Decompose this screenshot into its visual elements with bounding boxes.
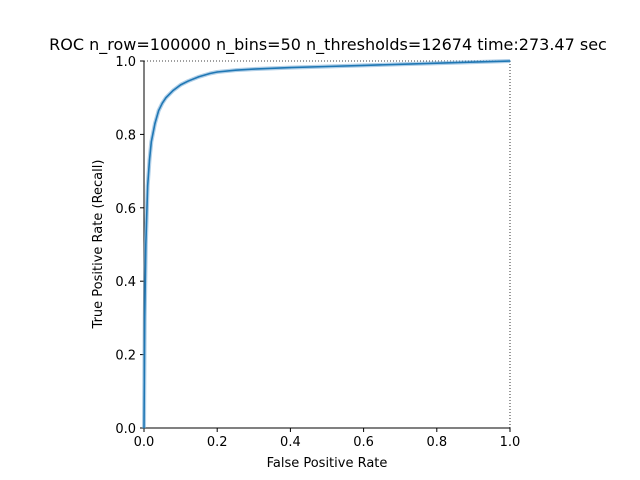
roc-point [509, 60, 511, 62]
roc-point [180, 84, 182, 86]
x-tick-label: 0.0 [134, 435, 155, 450]
roc-point [187, 80, 189, 82]
roc-point [472, 61, 474, 63]
x-tick-label: 0.4 [280, 435, 301, 450]
roc-point [326, 65, 328, 68]
y-tick-label: 0.0 [115, 422, 136, 437]
roc-confidence-band [142, 59, 511, 429]
roc-point [289, 67, 291, 69]
roc-point [144, 317, 146, 319]
x-tick-label: 0.2 [207, 435, 228, 450]
plot-area: 0.0 0.2 0.4 0.6 0.8 1.0 0.0 0.2 0.4 0.6 0.8 1.0 [115, 55, 520, 450]
roc-point [399, 63, 401, 65]
x-tick-label: 0.6 [353, 435, 374, 450]
y-tick-label: 1.0 [115, 55, 136, 70]
y-tick-label: 0.6 [115, 202, 136, 217]
y-tick-label: 0.4 [115, 275, 136, 290]
series-group [142, 59, 511, 429]
roc-point [209, 72, 211, 75]
roc-point [172, 89, 174, 91]
y-axis-label: True Positive Rate (Recall) [91, 160, 106, 330]
y-tick-label: 0.8 [115, 128, 136, 143]
y-ticks: 0.0 0.2 0.4 0.6 0.8 1.0 [115, 55, 144, 437]
x-ticks: 0.0 0.2 0.4 0.6 0.8 1.0 [134, 428, 521, 450]
roc-point [198, 76, 200, 78]
x-tick-label: 0.8 [426, 435, 447, 450]
roc-point [216, 71, 218, 73]
roc-point [148, 159, 151, 161]
roc-point [143, 427, 145, 429]
roc-point [363, 64, 365, 67]
roc-point [234, 69, 237, 71]
roc-point [145, 243, 147, 246]
roc-point [158, 109, 160, 112]
roc-curve [143, 60, 511, 429]
x-axis-label: False Positive Rate [267, 456, 388, 471]
y-tick-label: 0.2 [115, 349, 136, 364]
x-tick-label: 1.0 [500, 435, 521, 450]
chart-title: ROC n_row=100000 n_bins=50 n_thresholds=… [49, 35, 607, 55]
roc-point [150, 141, 152, 143]
roc-point [253, 68, 255, 70]
roc-point [165, 97, 167, 99]
roc-point [147, 185, 149, 187]
roc-point [154, 122, 156, 124]
roc-point [161, 102, 163, 104]
roc-point [436, 62, 438, 64]
